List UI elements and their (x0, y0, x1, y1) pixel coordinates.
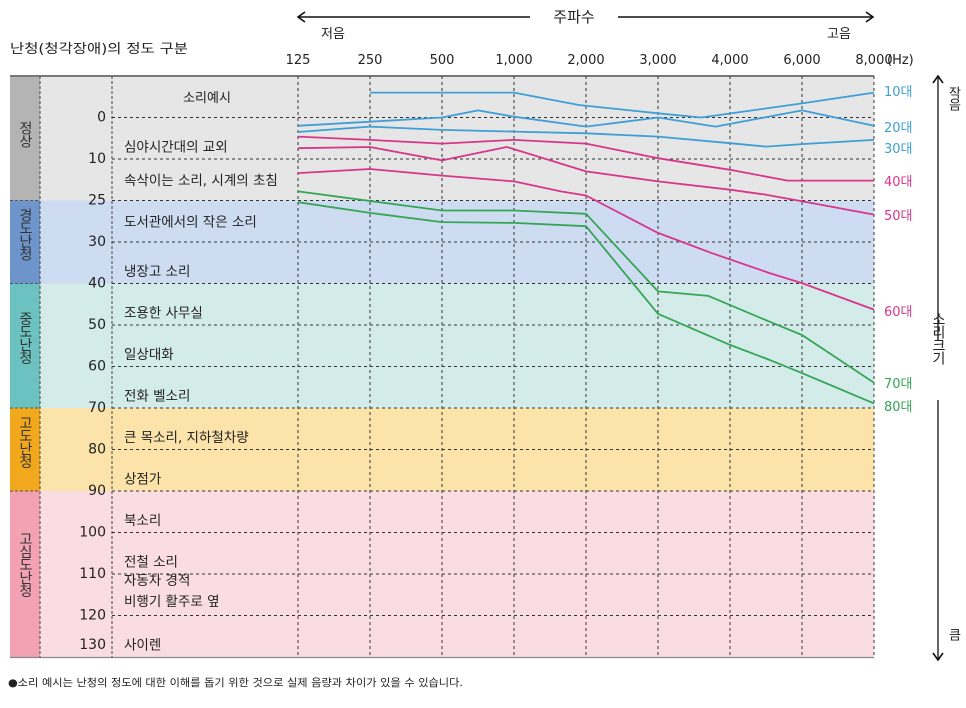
series-line-80대 (297, 201, 875, 405)
x-tick-label: 6,000 (783, 53, 820, 68)
y-tick-label: 60 (88, 359, 106, 375)
x-tick-label: 2,000 (567, 53, 604, 68)
y-tick-label: 70 (88, 400, 106, 416)
band-side-3 (10, 408, 40, 491)
band-side-0 (10, 76, 40, 201)
y-tick-label: 100 (79, 525, 106, 541)
y-tick-label: 90 (88, 483, 106, 499)
loudness-label: 소리크기 (930, 312, 946, 365)
low-pitch-label: 저음 (321, 27, 345, 42)
band-side-4 (10, 491, 40, 657)
loud-label: 큼 (946, 628, 961, 641)
y-tick-label: 120 (79, 608, 106, 624)
band-label: 고도난청 (17, 416, 33, 469)
band-background-2 (40, 283, 874, 408)
band-label: 중도난청 (17, 312, 33, 365)
hz-unit: (Hz) (887, 53, 914, 68)
band-label: 정상 (17, 121, 33, 148)
frequency-label: 주파수 (553, 8, 594, 26)
x-tick-label: 250 (358, 53, 383, 68)
series-line-30대 (297, 125, 875, 148)
series-label: 50대 (884, 209, 913, 224)
y-tick-label: 0 (97, 110, 106, 126)
x-tick-label: 500 (430, 53, 455, 68)
series-line-20대 (297, 109, 875, 128)
sound-example: 속삭이는 소리, 시계의 초침 (124, 173, 278, 189)
y-tick-label: 80 (88, 442, 106, 458)
sound-example: 전철 소리 (124, 555, 178, 571)
series-line-50대 (297, 146, 875, 216)
series-lines (297, 91, 875, 405)
example-header: 소리예시 (183, 91, 231, 106)
y-tick-label: 40 (88, 276, 106, 292)
series-label: 70대 (884, 377, 913, 392)
grid (10, 75, 875, 659)
band-side-2 (10, 283, 40, 408)
footnote: ●소리 예시는 난청의 정도에 대한 이해를 돕기 위한 것으로 실제 음량과 … (8, 676, 463, 689)
sound-example: 상점가 (124, 472, 161, 488)
sound-example: 전화 벨소리 (124, 389, 190, 405)
series-line-70대 (297, 190, 875, 384)
series-label: 20대 (884, 121, 913, 136)
x-tick-label: 4,000 (711, 53, 748, 68)
band-backgrounds (10, 76, 874, 657)
x-tick-label: 8,000 (855, 53, 892, 68)
sound-example: 자동차 경적 (124, 573, 190, 589)
series-line-10대 (370, 91, 875, 119)
series-label: 30대 (884, 142, 913, 157)
y-tick-label: 130 (79, 637, 106, 653)
y-tick-label: 10 (88, 151, 106, 167)
y-tick-label: 50 (88, 317, 106, 333)
band-label: 경도난청 (17, 208, 33, 261)
series-label: 60대 (884, 305, 913, 320)
high-pitch-label: 고음 (827, 27, 851, 42)
sound-example: 일상대화 (124, 347, 174, 363)
soft-label: 작음 (946, 86, 961, 111)
band-side-1 (10, 200, 40, 284)
y-tick-label: 110 (79, 566, 106, 582)
sound-example: 북소리 (124, 513, 161, 529)
x-tick-label: 1,000 (495, 53, 532, 68)
sound-example: 비행기 활주로 옆 (124, 594, 220, 610)
series-line-40대 (297, 135, 874, 182)
x-tick-label: 125 (286, 53, 311, 68)
series-label: 40대 (884, 175, 913, 190)
sound-example: 큰 목소리, 지하철차량 (124, 430, 249, 446)
category-title: 난청(청각장애)의 정도 구분 (10, 42, 188, 57)
y-tick-label: 25 (88, 193, 106, 209)
sound-example: 사이렌 (124, 638, 161, 654)
sound-example: 심야시간대의 교외 (124, 140, 228, 156)
series-line-60대 (297, 168, 875, 311)
band-label: 고심도난청 (17, 532, 33, 598)
sound-example: 조용한 사무실 (124, 306, 203, 322)
series-label: 80대 (884, 400, 913, 415)
sound-example: 도서관에서의 작은 소리 (124, 214, 257, 230)
y-tick-label: 30 (88, 234, 106, 250)
band-background-0 (40, 76, 874, 201)
x-tick-label: 3,000 (639, 53, 676, 68)
series-label: 10대 (884, 85, 913, 100)
sound-example: 냉장고 소리 (124, 264, 190, 280)
